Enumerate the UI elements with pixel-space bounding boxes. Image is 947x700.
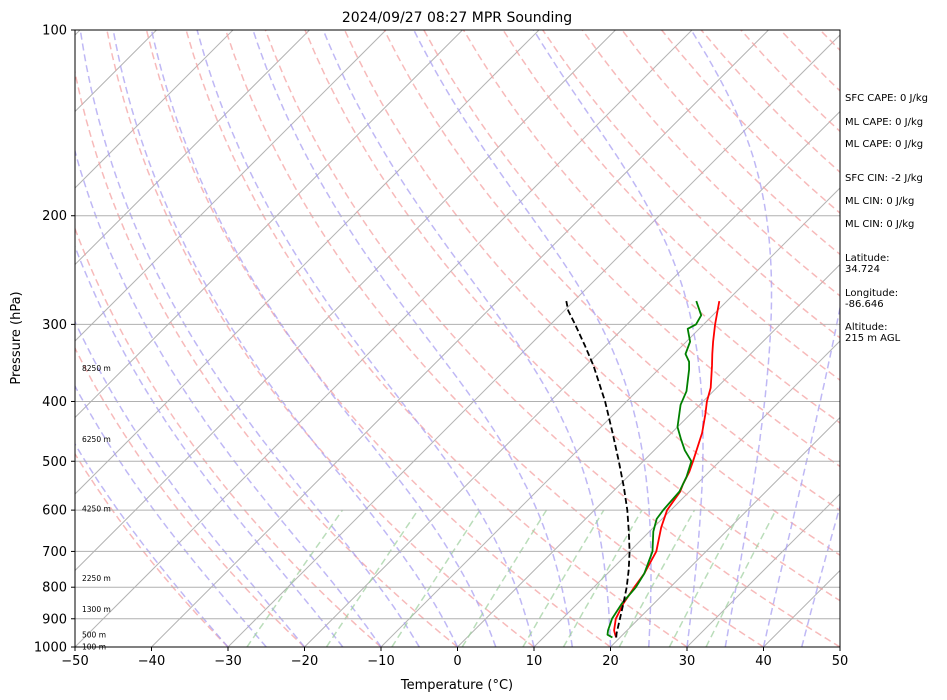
isotherm-line: [75, 30, 310, 266]
x-tick-label: 10: [526, 654, 543, 669]
plot-frame: [74, 29, 841, 648]
moist-adiabat: [79, 30, 420, 647]
dry-adiabat: [75, 226, 382, 647]
x-axis-label: Temperature (°C): [400, 678, 513, 693]
info-ml-cin-2: ML CIN: 0 J/kg: [845, 219, 915, 230]
dry-adiabat: [224, 30, 764, 647]
x-tick-label: −10: [367, 654, 394, 669]
info-ml-cape-2: ML CAPE: 0 J/kg: [845, 139, 924, 150]
height-label: 6250 m: [82, 435, 111, 444]
isotherm-line: [75, 30, 540, 495]
height-labels: 8250 m 6250 m 4250 m 2250 m 1300 m 500 m 100 m: [82, 364, 111, 652]
isotherm-line: [75, 30, 616, 572]
moist-adiabat: [75, 244, 344, 647]
x-tick-label: −50: [61, 654, 88, 669]
moist-adiabat: [533, 30, 704, 647]
x-tick-label: 0: [453, 654, 461, 669]
dry-adiabat: [145, 30, 611, 647]
y-tick-label: 700: [42, 545, 67, 560]
isotherm-line: [533, 340, 840, 647]
dewpoint-line: [606, 300, 703, 639]
info-latitude: Latitude: 34.724: [845, 253, 890, 275]
dry-adiabat: [343, 30, 840, 557]
moist-adiabat: [196, 30, 535, 647]
isotherm-line: [75, 30, 693, 647]
background-lines: [0, 30, 840, 647]
dry-adiabat: [581, 30, 840, 297]
dry-adiabat: [106, 30, 535, 647]
y-tick-label: 1000: [34, 641, 67, 656]
mixing-ratio-line: [705, 509, 777, 647]
moist-adiabat: [75, 148, 382, 647]
chart-title: 2024/09/27 08:27 MPR Sounding: [342, 10, 572, 26]
isotherm-line: [75, 30, 463, 419]
y-tick-label: 300: [42, 318, 67, 333]
dry-adiabat: [542, 30, 840, 339]
height-label: 1300 m: [82, 605, 111, 614]
moist-adiabat: [252, 30, 574, 647]
x-tick-label: 40: [755, 654, 772, 669]
dry-adiabat: [75, 68, 458, 647]
dry-adiabat: [462, 30, 840, 424]
y-tick-label: 800: [42, 581, 67, 596]
info-longitude: Longitude: -86.646: [845, 288, 899, 310]
info-altitude: Altitude: 215 m AGL: [845, 322, 901, 344]
parcel-path-line: [565, 300, 631, 638]
dry-adiabat: [75, 452, 229, 647]
mixing-ratio-line: [391, 509, 481, 647]
info-ml-cape: ML CAPE: 0 J/kg: [845, 117, 924, 128]
y-tick-label: 400: [42, 395, 67, 410]
x-tick-label: −20: [291, 654, 318, 669]
y-tick-label: 600: [42, 504, 67, 519]
moist-adiabat: [762, 303, 840, 647]
isotherm-line: [0, 30, 4, 647]
x-tick-label: 20: [602, 654, 619, 669]
dry-adiabat: [75, 346, 306, 647]
moist-adiabat: [112, 30, 459, 647]
mixing-ratio-line: [522, 509, 605, 647]
isotherm-line: [227, 34, 840, 647]
dry-adiabat: [383, 30, 840, 512]
x-tick-label: −30: [214, 654, 241, 669]
moist-adiabat: [413, 30, 652, 647]
y-axis-label: Pressure (hPa): [9, 291, 24, 384]
dry-adiabat: [304, 30, 840, 602]
height-label: 2250 m: [82, 574, 111, 583]
info-ml-cin: ML CIN: 0 J/kg: [845, 196, 915, 207]
moist-adiabat: [690, 30, 773, 647]
x-tick-label: −40: [138, 654, 165, 669]
x-tick-label: 50: [832, 654, 849, 669]
y-tick-label: 100: [42, 24, 67, 39]
dry-adiabat: [423, 30, 840, 468]
dry-adiabat: [502, 30, 840, 382]
isotherm-line: [304, 110, 840, 647]
mixing-ratio-line: [246, 509, 344, 647]
moist-adiabat: [801, 503, 840, 647]
isotherm-line: [75, 30, 234, 189]
info-sfc-cape: SFC CAPE: 0 J/kg: [845, 93, 928, 104]
isotherm-line: [457, 263, 840, 647]
height-label: 100 m: [82, 643, 106, 652]
moist-adiabat: [75, 442, 229, 647]
isotherm-line: [75, 30, 387, 342]
y-tick-label: 900: [42, 612, 67, 627]
height-label: 500 m: [82, 630, 106, 639]
isotherm-line: [610, 416, 840, 647]
pressure-grid: [75, 30, 840, 647]
height-label: 4250 m: [82, 504, 111, 513]
sounding-profiles: [565, 300, 721, 639]
y-tick-label: 200: [42, 209, 67, 224]
mixing-ratio-line: [461, 509, 548, 647]
height-label: 8250 m: [82, 364, 111, 373]
x-tick-label: 30: [679, 654, 696, 669]
moist-adiabat: [150, 30, 497, 647]
y-tick-label: 500: [42, 455, 67, 470]
dry-adiabat: [185, 30, 688, 647]
isotherm-line: [686, 493, 840, 647]
info-sfc-cin: SFC CIN: -2 J/kg: [845, 173, 923, 184]
dry-adiabat: [264, 30, 840, 647]
